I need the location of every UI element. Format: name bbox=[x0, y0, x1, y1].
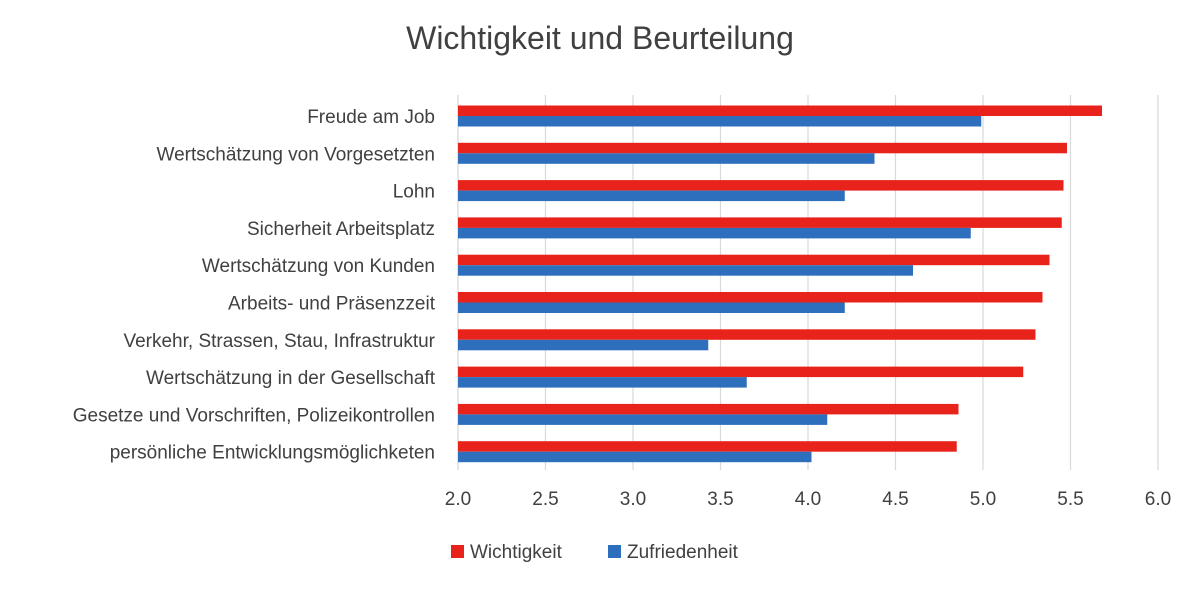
x-tick-label: 5.0 bbox=[970, 489, 996, 510]
category-label: Wertschätzung von Vorgesetzten bbox=[157, 144, 435, 165]
category-label: Gesetze und Vorschriften, Polizeikontrol… bbox=[73, 405, 435, 426]
x-tick-label: 4.0 bbox=[795, 489, 821, 510]
category-label: Wertschätzung von Kunden bbox=[202, 256, 435, 277]
bar-zufriedenheit bbox=[458, 451, 812, 463]
bar-wichtigkeit bbox=[458, 366, 1024, 378]
category-label: Lohn bbox=[393, 182, 435, 203]
legend-label: Zufriedenheit bbox=[627, 542, 739, 563]
bar-zufriedenheit bbox=[458, 377, 747, 388]
bar-zufriedenheit bbox=[458, 265, 913, 276]
x-tick-label: 5.5 bbox=[1057, 489, 1083, 510]
bar-wichtigkeit bbox=[458, 180, 1064, 191]
bar-wichtigkeit bbox=[458, 254, 1050, 266]
bar-wichtigkeit bbox=[458, 217, 1062, 228]
bar-wichtigkeit bbox=[458, 441, 957, 452]
category-label: Wertschätzung in der Gesellschaft bbox=[146, 368, 436, 389]
x-tick-label: 3.0 bbox=[620, 489, 646, 510]
x-tick-label: 2.0 bbox=[445, 489, 471, 510]
category-label: Freude am Job bbox=[307, 107, 435, 128]
bar-zufriedenheit bbox=[458, 116, 982, 127]
category-label: Verkehr, Strassen, Stau, Infrastruktur bbox=[123, 331, 435, 352]
category-labels: Freude am Job Wertschätzung von Vorgesetz… bbox=[73, 107, 436, 464]
x-tick-label: 6.0 bbox=[1145, 489, 1171, 510]
bar-zufriedenheit bbox=[458, 153, 875, 164]
bar-wichtigkeit bbox=[458, 329, 1036, 340]
legend-label: Wichtigkeit bbox=[470, 542, 563, 563]
legend-swatch-zufriedenheit bbox=[608, 545, 621, 558]
bar-zufriedenheit bbox=[458, 227, 971, 239]
category-label: Sicherheit Arbeitsplatz bbox=[247, 219, 435, 240]
x-tick-label: 4.5 bbox=[882, 489, 908, 510]
bars bbox=[458, 105, 1102, 463]
x-axis-tick-labels: 2.0 2.5 3.0 3.5 4.0 4.5 5.0 5.5 6.0 bbox=[445, 489, 1171, 510]
bar-wichtigkeit bbox=[458, 142, 1067, 154]
category-label: Arbeits- und Präsenzzeit bbox=[228, 294, 436, 315]
bar-zufriedenheit bbox=[458, 339, 709, 351]
bar-wichtigkeit bbox=[458, 105, 1102, 116]
bar-wichtigkeit bbox=[458, 292, 1043, 303]
legend: Wichtigkeit Zufriedenheit bbox=[451, 542, 739, 563]
bar-zufriedenheit bbox=[458, 414, 828, 425]
category-label: persönliche Entwicklungsmöglichketen bbox=[110, 443, 435, 464]
bar-zufriedenheit bbox=[458, 190, 845, 202]
legend-swatch-wichtigkeit bbox=[451, 545, 464, 558]
chart-title: Wichtigkeit und Beurteilung bbox=[406, 20, 794, 56]
x-tick-label: 2.5 bbox=[532, 489, 558, 510]
bar-wichtigkeit bbox=[458, 403, 959, 415]
bar-zufriedenheit bbox=[458, 302, 845, 313]
x-tick-label: 3.5 bbox=[707, 489, 733, 510]
